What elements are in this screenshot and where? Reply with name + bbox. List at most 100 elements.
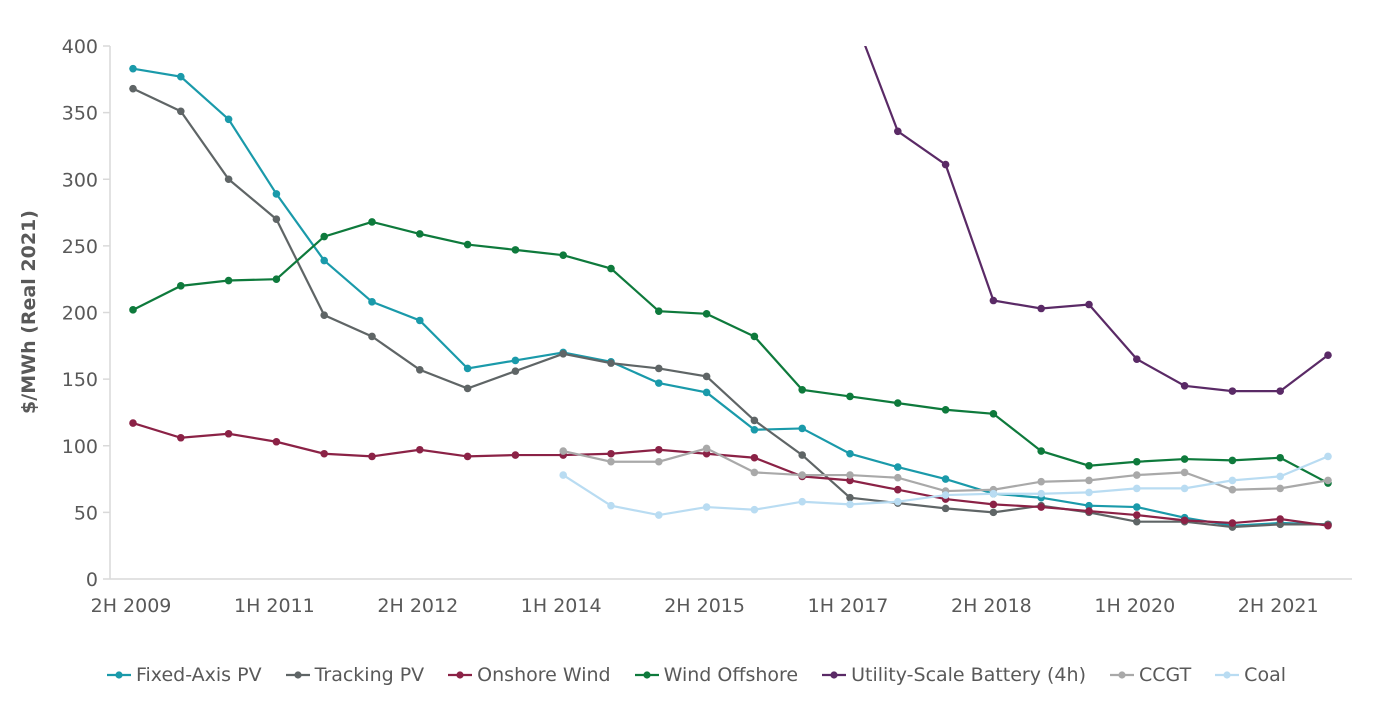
x-tick-label: 2H 2012 [377, 595, 458, 617]
y-tick-label: 400 [62, 36, 98, 58]
data-point [846, 392, 854, 401]
data-point [129, 306, 137, 314]
x-tick-label: 1H 2020 [1094, 595, 1175, 617]
series-coal [559, 452, 1332, 519]
data-point [416, 365, 424, 374]
data-point [224, 115, 233, 124]
data-point [989, 409, 998, 418]
data-point [511, 451, 520, 459]
series-tracking-pv [129, 84, 1332, 531]
data-point [1085, 461, 1093, 470]
data-point [1276, 515, 1284, 523]
legend-label: Fixed-Axis PV [135, 664, 262, 686]
data-point [129, 84, 137, 93]
data-point [1228, 519, 1237, 527]
data-point [989, 296, 998, 305]
data-point [129, 64, 137, 73]
x-tick-label: 2H 2015 [664, 595, 745, 617]
series-line [132, 422, 1329, 527]
data-point [846, 476, 854, 485]
data-point [1276, 453, 1284, 462]
legend-item: Wind Offshore [633, 664, 798, 686]
x-tick-label: 2H 2021 [1238, 595, 1319, 617]
data-point [368, 298, 376, 306]
data-point [655, 511, 663, 519]
legend-item: Utility-Scale Battery (4h) [820, 664, 1086, 686]
data-point [559, 350, 567, 358]
legend-marker-icon [448, 671, 473, 679]
series-wind-offshore [129, 218, 1332, 487]
data-point [272, 215, 281, 224]
data-point [750, 453, 759, 462]
y-tick-label: 100 [62, 436, 98, 458]
data-point [1037, 447, 1045, 455]
legend-marker-icon [634, 671, 659, 679]
data-point [1228, 476, 1237, 485]
data-point [702, 503, 711, 511]
data-point [320, 232, 329, 241]
data-point [1276, 387, 1284, 395]
data-point [941, 475, 950, 483]
data-point [1133, 471, 1141, 479]
data-point [368, 452, 376, 461]
data-point [1276, 520, 1284, 529]
data-point [750, 505, 759, 514]
data-point [1037, 304, 1045, 313]
data-point [1324, 351, 1332, 359]
data-point [177, 107, 185, 116]
data-point [416, 445, 424, 454]
series-onshore-wind [129, 419, 1332, 530]
data-point [224, 175, 233, 184]
data-point [1180, 468, 1189, 477]
data-point [894, 497, 902, 506]
data-point [416, 316, 424, 325]
y-axis: 0 50 100 150 200 250 300 350 400 [62, 36, 110, 591]
data-point [655, 364, 663, 373]
data-point [846, 449, 854, 458]
data-point [1085, 488, 1093, 497]
legend-label: Utility-Scale Battery (4h) [851, 664, 1086, 686]
data-point [320, 449, 329, 458]
data-point [941, 160, 950, 169]
data-point [894, 463, 902, 471]
data-point [1324, 521, 1332, 530]
data-point [559, 447, 567, 455]
data-point [463, 384, 472, 393]
x-tick-label: 1H 2011 [234, 595, 315, 617]
series-line [132, 67, 1329, 527]
data-point [750, 416, 759, 425]
data-point [894, 485, 902, 494]
series-line [132, 87, 1328, 529]
data-point [655, 307, 663, 315]
data-point [1180, 516, 1189, 525]
data-point [798, 424, 806, 433]
series-utility-scale-battery-4h [864, 46, 1332, 395]
legend-marker-icon [285, 671, 310, 679]
data-point [1133, 484, 1141, 493]
data-point [989, 508, 998, 517]
data-point [1324, 452, 1332, 461]
y-tick-label: 300 [62, 169, 98, 191]
data-point [894, 399, 902, 407]
y-tick-label: 200 [62, 303, 98, 325]
data-point [989, 500, 998, 509]
data-point [702, 372, 711, 381]
y-tick-label: 0 [86, 569, 98, 591]
data-point [1133, 457, 1141, 466]
data-point [511, 246, 520, 254]
data-point [655, 445, 663, 454]
data-point [798, 497, 806, 506]
data-point [655, 379, 663, 387]
data-point [750, 332, 759, 341]
line-chart: $/MWh (Real 2021) 0 50 100 150 200 250 300 350 4… [18, 36, 1352, 617]
data-point [702, 310, 711, 318]
data-point [368, 332, 376, 341]
legend-label: CCGT [1138, 664, 1192, 686]
data-point [1037, 477, 1045, 486]
legend-label: Onshore Wind [477, 664, 611, 686]
data-point [750, 468, 759, 477]
data-point [655, 457, 663, 466]
data-point [798, 385, 806, 394]
series-ccgt [559, 444, 1332, 495]
legend-label: Tracking PV [314, 664, 425, 686]
